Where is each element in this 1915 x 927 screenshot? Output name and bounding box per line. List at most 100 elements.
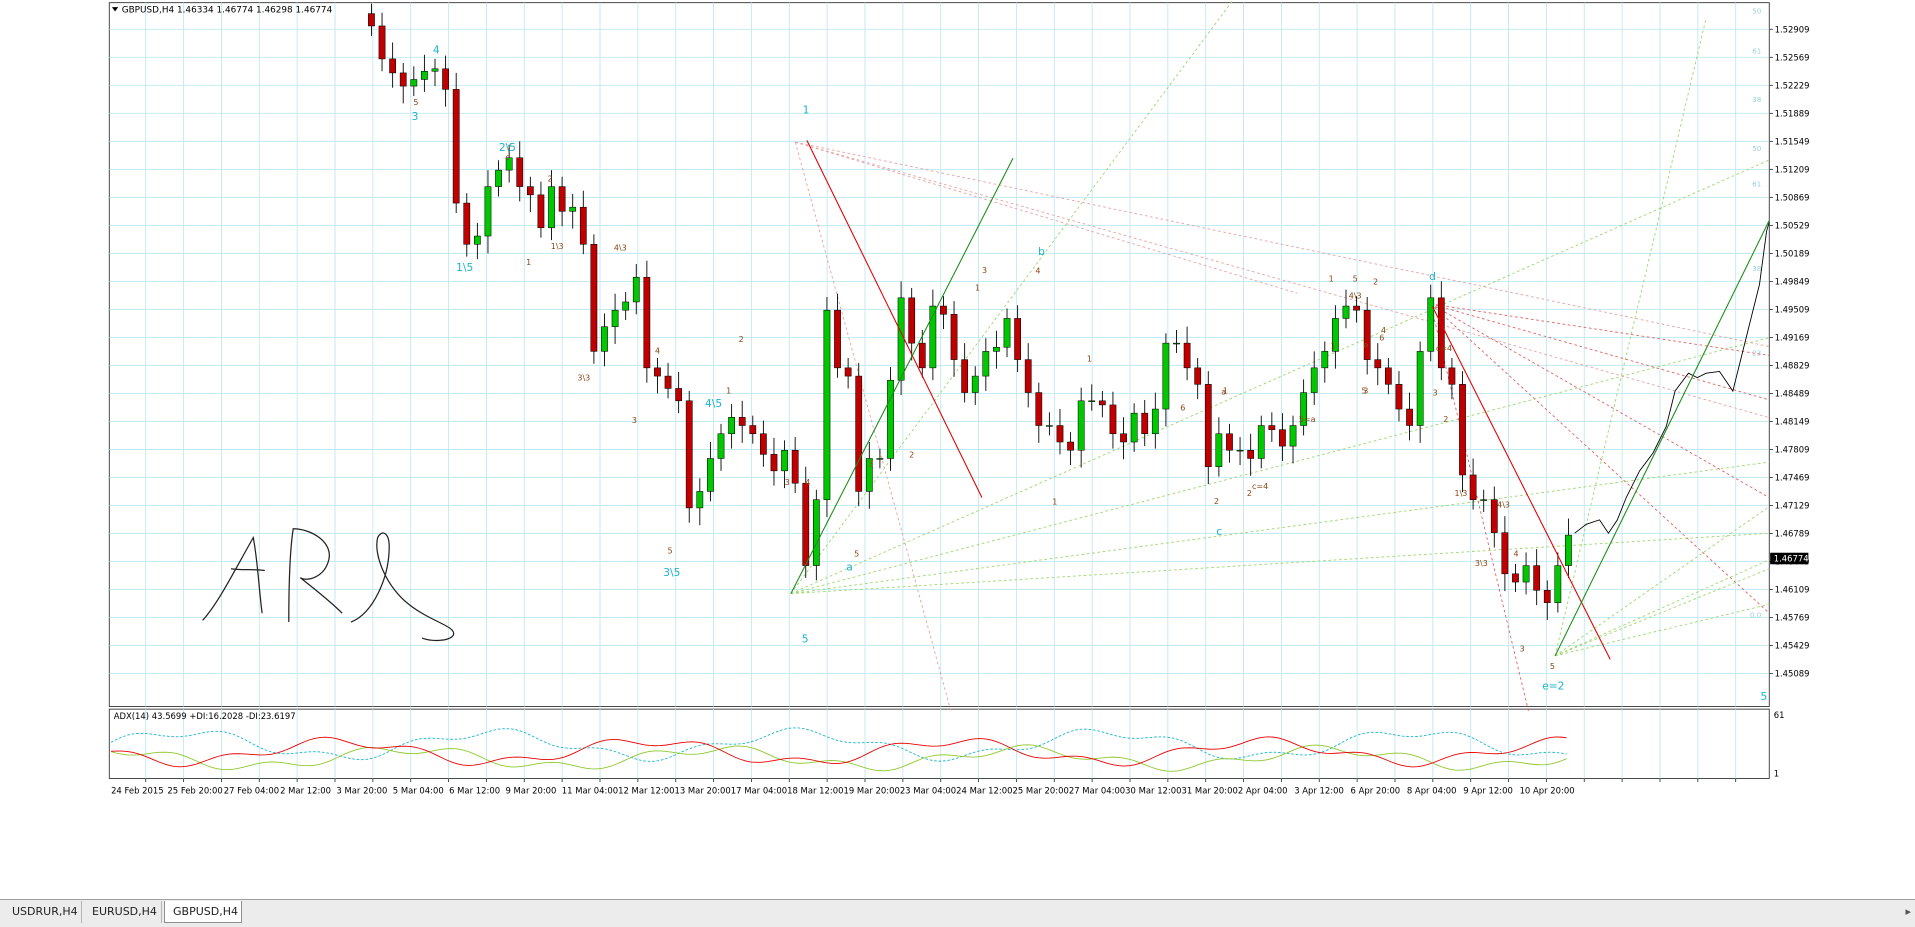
wave-label-minor: 4 — [655, 347, 660, 356]
bull-candle — [781, 449, 788, 472]
time-tick-label: 23 Mar 04:00 — [900, 786, 956, 796]
wave-label-minor: 1 — [526, 258, 531, 267]
wave-label-minor: 3 — [1363, 387, 1368, 396]
symbol-header: GBPUSD,H4 1.46334 1.46774 1.46298 1.4677… — [122, 5, 333, 15]
bull-candle — [632, 276, 640, 303]
price-tick-label: 1.50189 — [1775, 249, 1810, 259]
bear-candle — [1109, 404, 1117, 435]
wave-label-minor: 4\3 — [1349, 292, 1362, 301]
wave-label-minor: 2 — [909, 451, 914, 460]
trend-line — [790, 157, 1014, 594]
time-tick-label: 2 Apr 04:00 — [1238, 786, 1288, 796]
bear-candle — [1406, 408, 1413, 426]
hand-drawn-signature[interactable] — [202, 528, 455, 642]
wave-label-major: 1\5 — [456, 261, 473, 274]
bear-candle — [654, 367, 661, 377]
wave-label-major: e=2 — [1542, 680, 1564, 693]
projection-line — [1574, 222, 1770, 534]
time-tick-label: 11 Mar 04:00 — [562, 786, 618, 796]
bear-candle — [791, 449, 799, 484]
bear-candle — [1448, 367, 1456, 385]
wave-label-minor: 2 — [548, 174, 553, 183]
wave-label-major: 3 — [412, 110, 419, 123]
fan-level-label: 38 — [1752, 264, 1762, 273]
bear-candle — [1469, 474, 1477, 500]
time-tick-label: 8 Apr 04:00 — [1407, 786, 1457, 796]
bull-candle — [1332, 318, 1339, 352]
wave-label-minor: 5 — [1353, 275, 1358, 284]
bear-candle — [940, 305, 947, 315]
price-tick-label: 1.49849 — [1775, 277, 1810, 287]
bear-candle — [1512, 573, 1519, 583]
fan-level-label: 50 — [1752, 6, 1762, 15]
bear-candle — [760, 433, 767, 455]
wave-label-minor: 2 — [1247, 489, 1252, 498]
bear-candle — [579, 206, 587, 245]
bear-candle — [1194, 367, 1202, 385]
fan-line — [790, 159, 1770, 595]
time-tick-label: 10 Apr 20:00 — [1520, 786, 1575, 796]
bull-candle — [1046, 425, 1053, 427]
bear-candle — [1098, 400, 1106, 406]
bull-candle — [505, 157, 513, 171]
bull-candle — [548, 186, 555, 229]
price-tick-label: 1.48489 — [1775, 389, 1810, 399]
candlestick-series — [368, 3, 1770, 620]
wave-label-minor: a — [1221, 388, 1226, 397]
wave-label-major: b — [1038, 245, 1045, 258]
time-tick-label: 30 Mar 12:00 — [1125, 786, 1181, 796]
bear-candle — [590, 244, 598, 352]
wave-label-major: 3\5 — [663, 566, 680, 579]
bear-candle — [1384, 367, 1392, 385]
bear-candle — [1363, 309, 1371, 360]
wave-label-major: 4\5 — [705, 397, 722, 410]
bear-candle — [1141, 412, 1149, 435]
time-tick-label: 31 Mar 20:00 — [1182, 786, 1238, 796]
fan-line — [1554, 506, 1770, 657]
fan-line — [794, 142, 952, 712]
tab-scroll-right-icon[interactable]: ▸ — [1905, 905, 1911, 918]
bull-candle — [696, 491, 704, 509]
price-tick-label: 1.45429 — [1775, 641, 1810, 651]
tab-gbpusd[interactable]: GBPUSD,H4 — [164, 901, 242, 923]
current-price-label: 1.46774 — [1774, 554, 1809, 564]
bull-candle — [1289, 425, 1297, 447]
bear-candle — [389, 58, 397, 74]
price-tick-label: 1.47129 — [1775, 501, 1810, 511]
time-tick-label: 3 Apr 12:00 — [1294, 786, 1344, 796]
bull-candle — [1077, 400, 1085, 451]
indicator-title: ADX(14) 43.5699 +DI:16.2028 -DI:23.6197 — [114, 711, 296, 721]
bull-candle — [971, 375, 979, 393]
price-tick-label: 1.46109 — [1775, 585, 1810, 595]
price-tick-label: 1.52229 — [1775, 80, 1810, 90]
time-tick-label: 24 Mar 12:00 — [956, 786, 1012, 796]
fan-line — [790, 461, 1770, 595]
bull-candle — [431, 68, 439, 72]
time-tick-label: 25 Mar 20:00 — [1013, 786, 1069, 796]
tab-eurusd[interactable]: EURUSD,H4 — [84, 901, 162, 923]
chart-menu-arrow-icon[interactable] — [111, 7, 119, 12]
wave-label-minor: 5 — [667, 547, 672, 556]
bull-candle — [812, 499, 820, 566]
bull-candle — [1427, 297, 1435, 352]
bull-candle — [1236, 449, 1244, 452]
bear-candle — [1024, 359, 1032, 393]
wave-label-minor: 1 — [1329, 275, 1334, 284]
time-axis: 24 Feb 2015 25 Feb 20:00 27 Feb 04:00 2 Mar… — [111, 778, 1737, 796]
wave-label-minor: 6 — [1180, 404, 1185, 413]
fan-level-label: 50 — [1752, 144, 1762, 153]
bull-candle — [1151, 408, 1159, 435]
bear-candle — [1268, 425, 1276, 430]
wave-label-minor: 3 — [1520, 644, 1525, 653]
tab-usdrur[interactable]: USDRUR,H4 — [4, 901, 82, 923]
wave-label-minor: 5 — [1550, 662, 1555, 671]
wave-label-minor: 1 — [726, 387, 731, 396]
chart-background — [106, 0, 1809, 798]
bear-candle — [442, 68, 449, 90]
indicator-line-minus_di — [111, 736, 1567, 768]
indicator-line-plus_di — [110, 744, 1567, 772]
wave-label-minor: 2 — [739, 335, 744, 344]
bull-candle — [421, 70, 428, 80]
